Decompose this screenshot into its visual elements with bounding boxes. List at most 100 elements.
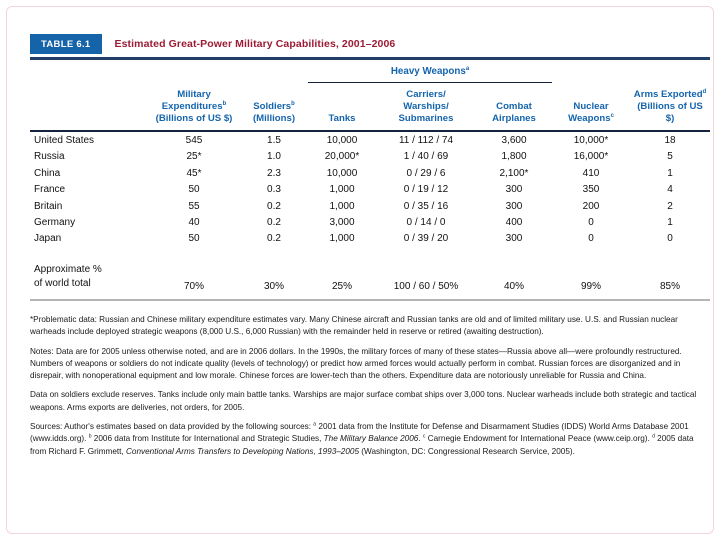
text-segment: (Washington, DC: Congressional Research … — [359, 446, 575, 456]
cell-soldiers: 1.5 — [267, 135, 281, 147]
cell-combat: 2,100* — [499, 167, 529, 179]
header-line: (Billions of US $) — [632, 101, 708, 126]
footnote: Sources: Author's estimates based on dat… — [30, 421, 710, 458]
cell-tanks: 1,000 — [329, 233, 355, 245]
text-segment: (Millions) — [252, 113, 296, 125]
cell-nuclear: 16,000* — [573, 151, 609, 163]
label-line: of world total — [34, 278, 91, 290]
text-segment: Airplanes — [492, 113, 536, 125]
cell-soldiers: 0.2 — [267, 233, 281, 245]
text-segment: Soldiers — [253, 100, 292, 112]
table-number-badge: TABLE 6.1 — [30, 34, 102, 54]
total-expenditures: 70% — [148, 246, 240, 301]
cell-combat: 300 — [505, 184, 523, 196]
cell-carriers: 0 / 39 / 20 — [403, 233, 449, 245]
column-header-country — [30, 82, 148, 133]
text-segment: Combat — [496, 100, 532, 112]
table-row: Britain 55 0.2 1,000 0 / 35 / 16 300 200 2 — [30, 198, 710, 214]
text-segment: . — [418, 434, 423, 444]
cell-carriers: 0 / 14 / 0 — [406, 216, 446, 228]
text-segment: (Billions of US $) — [637, 100, 703, 125]
cell-expenditures: 45* — [186, 167, 202, 179]
cell-combat: 3,600 — [501, 135, 527, 147]
world-total-row: Approximate % of world total 70% 30% 25% 100 … — [30, 246, 710, 301]
world-total-label: Approximate % of world total — [30, 246, 148, 301]
cell-expenditures: 25* — [186, 151, 202, 163]
cell-expenditures: 50 — [188, 184, 200, 196]
text-segment: Conventional Arms Transfers to Developin… — [126, 446, 360, 456]
header-line: (Millions) — [242, 113, 306, 125]
cell-tanks: 10,000 — [326, 135, 358, 147]
footnote-marker: c — [610, 112, 614, 119]
header-line: Expendituresb — [150, 101, 238, 113]
cell-arms: 1 — [667, 167, 673, 179]
cell-carriers: 0 / 35 / 16 — [403, 200, 449, 212]
header-group-row: Heavy Weaponsa — [30, 65, 710, 83]
cell-soldiers: 0.2 — [267, 216, 281, 228]
group-header-spacer — [148, 66, 240, 82]
table-row: China 45* 2.3 10,000 0 / 29 / 6 2,100* 410 1 — [30, 165, 710, 181]
country-name: China — [34, 167, 61, 179]
group-header-spacer — [240, 66, 308, 82]
cell-nuclear: 0 — [588, 233, 594, 245]
cell-expenditures: 40 — [188, 216, 200, 228]
text-segment: 2001 data from the Institute for Defense… — [30, 422, 689, 444]
table-row: Russia 25* 1.0 20,000* 1 / 40 / 69 1,800 16,00… — [30, 149, 710, 165]
header-line: Soldiersb — [242, 101, 306, 113]
cell-tanks: 10,000 — [326, 167, 358, 179]
footnote-marker: c — [422, 433, 426, 440]
slide-content: TABLE 6.1 Estimated Great-Power Military… — [30, 34, 710, 465]
cell-arms: 1 — [667, 216, 673, 228]
header-line: Submarines — [378, 113, 474, 125]
table-row: Germany 40 0.2 3,000 0 / 14 / 0 400 0 1 — [30, 214, 710, 230]
country-name: Russia — [34, 151, 65, 163]
header-line: Tanks — [310, 113, 374, 125]
cell-carriers: 1 / 40 / 69 — [403, 151, 449, 163]
cell-soldiers: 0.2 — [267, 200, 281, 212]
table-title: Estimated Great-Power Military Capabilit… — [114, 38, 396, 50]
label-line: Approximate % — [34, 263, 102, 275]
column-header-soldiers: Soldiersb (Millions) — [240, 82, 308, 133]
cell-arms: 5 — [667, 151, 673, 163]
cell-combat: 1,800 — [501, 151, 527, 163]
group-header-heavy-weapons: Heavy Weaponsa — [308, 65, 552, 83]
cell-tanks: 20,000* — [324, 151, 360, 163]
table-row: France 50 0.3 1,000 0 / 19 / 12 300 350 4 — [30, 181, 710, 197]
header-line: Combat — [478, 101, 550, 113]
text-segment: Carriers/ — [406, 88, 446, 100]
cell-carriers: 0 / 19 / 12 — [403, 184, 449, 196]
table-title-bar: TABLE 6.1 Estimated Great-Power Military… — [30, 34, 710, 54]
country-name: France — [34, 184, 66, 196]
header-line: Carriers/ — [378, 89, 474, 101]
table-row: Japan 50 0.2 1,000 0 / 39 / 20 300 0 0 — [30, 231, 710, 247]
text-segment: Data on soldiers exclude reserves. Tanks… — [30, 390, 697, 412]
footnote-marker: b — [222, 100, 227, 107]
header-line: (Billions of US $) — [150, 113, 238, 125]
table-head: Heavy Weaponsa Military Expendituresb (Bill… — [30, 65, 710, 133]
text-segment: Nuclear — [573, 100, 609, 112]
footnote: *Problematic data: Russian and Chinese m… — [30, 314, 710, 339]
cell-expenditures: 50 — [188, 233, 200, 245]
text-segment: Military — [177, 88, 211, 100]
column-header-nuclear: Nuclear Weaponsc — [552, 82, 630, 133]
footnote-marker: a — [465, 65, 470, 72]
header-line: Airplanes — [478, 113, 550, 125]
cell-tanks: 1,000 — [329, 200, 355, 212]
cell-nuclear: 410 — [582, 167, 600, 179]
cell-combat: 300 — [505, 200, 523, 212]
text-segment: Arms Exported — [633, 88, 703, 100]
country-name: United States — [34, 135, 95, 147]
column-header-combat: Combat Airplanes — [476, 82, 552, 133]
group-header-spacer — [552, 66, 630, 82]
total-tanks: 25% — [308, 246, 376, 301]
total-carriers: 100 / 60 / 50% — [376, 246, 476, 301]
text-segment: The Military Balance 2006 — [323, 434, 419, 444]
cell-arms: 2 — [667, 200, 673, 212]
text-segment: Heavy Weapons — [390, 66, 466, 77]
text-segment: Sources: Author's estimates based on dat… — [30, 422, 314, 432]
country-name: Germany — [34, 216, 76, 228]
cell-nuclear: 200 — [582, 200, 600, 212]
total-soldiers: 30% — [240, 246, 308, 301]
footnote-marker: b — [291, 100, 295, 107]
cell-nuclear: 350 — [582, 184, 600, 196]
